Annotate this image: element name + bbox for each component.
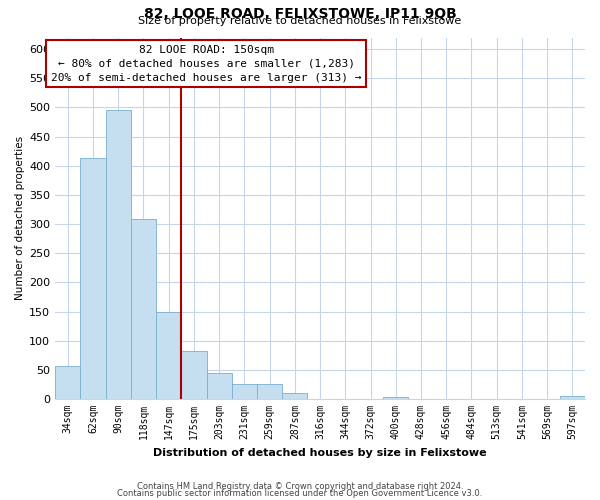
Text: Contains HM Land Registry data © Crown copyright and database right 2024.: Contains HM Land Registry data © Crown c… xyxy=(137,482,463,491)
Bar xyxy=(560,396,585,399)
Bar xyxy=(282,393,307,399)
Bar xyxy=(131,220,156,399)
Bar xyxy=(156,312,181,399)
Text: 82, LOOE ROAD, FELIXSTOWE, IP11 9QB: 82, LOOE ROAD, FELIXSTOWE, IP11 9QB xyxy=(143,8,457,22)
Y-axis label: Number of detached properties: Number of detached properties xyxy=(15,136,25,300)
Text: Size of property relative to detached houses in Felixstowe: Size of property relative to detached ho… xyxy=(139,16,461,26)
Bar xyxy=(55,366,80,399)
Text: Contains public sector information licensed under the Open Government Licence v3: Contains public sector information licen… xyxy=(118,488,482,498)
Bar xyxy=(106,110,131,399)
Bar xyxy=(206,374,232,399)
Bar xyxy=(257,384,282,399)
X-axis label: Distribution of detached houses by size in Felixstowe: Distribution of detached houses by size … xyxy=(153,448,487,458)
Bar xyxy=(383,398,409,399)
Text: 82 LOOE ROAD: 150sqm
← 80% of detached houses are smaller (1,283)
20% of semi-de: 82 LOOE ROAD: 150sqm ← 80% of detached h… xyxy=(51,44,361,82)
Bar xyxy=(181,351,206,399)
Bar xyxy=(80,158,106,399)
Bar xyxy=(232,384,257,399)
